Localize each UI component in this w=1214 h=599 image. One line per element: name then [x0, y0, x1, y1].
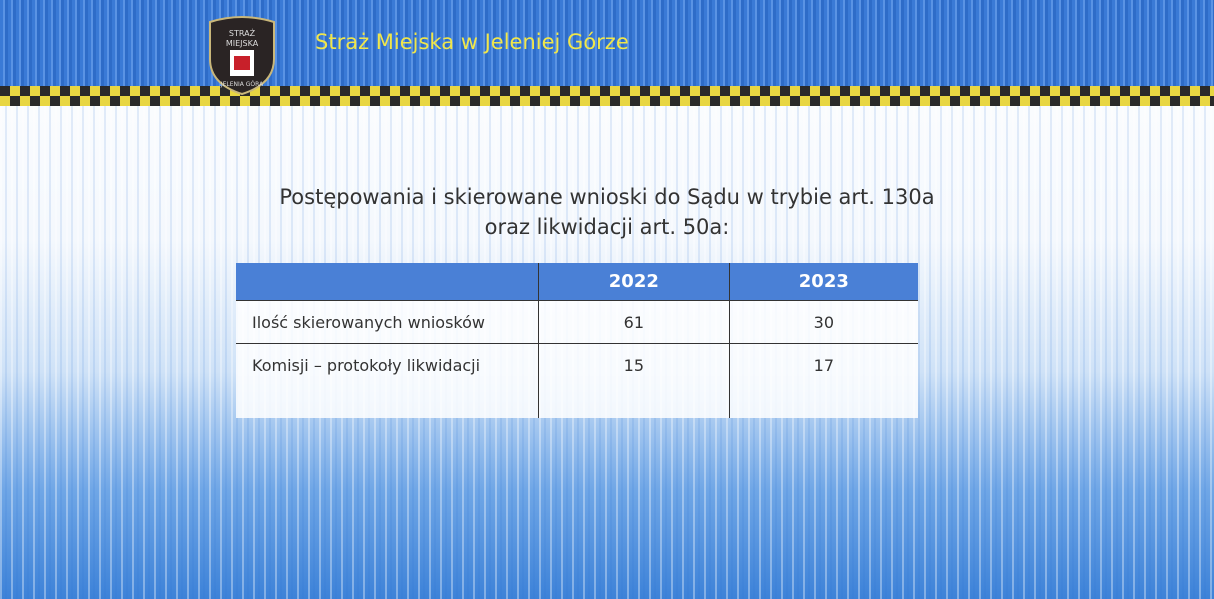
cell: 15 [538, 343, 730, 386]
logo-text: STRAŻ [229, 28, 256, 38]
row [236, 386, 918, 418]
checker-band [0, 86, 1214, 106]
header-row: 2022 2023 [236, 263, 918, 301]
cell [538, 386, 730, 418]
header-title: Straż Miejska w Jeleniej Górze [315, 30, 629, 54]
row: Komisji – protokoły likwidacji 15 17 [236, 343, 918, 386]
cell [236, 386, 539, 418]
cell: 61 [538, 300, 730, 344]
cell: Komisji – protokoły likwidacji [236, 343, 539, 386]
slide-title-line: Postępowania i skierowane wnioski do Sąd… [279, 185, 935, 209]
slide-title: Postępowania i skierowane wnioski do Sąd… [0, 182, 1214, 242]
row: Ilość skierowanych wniosków 61 30 [236, 300, 918, 344]
header-band [0, 0, 1214, 86]
cell: 30 [728, 300, 918, 344]
cell: 17 [728, 343, 918, 386]
header-cell: 2023 [728, 263, 918, 301]
logo: STRAŻ MIEJSKA JELENIA GÓRA [209, 16, 275, 96]
data-table: 2022 2023 Ilość skierowanych wniosków 61… [236, 263, 918, 418]
header-cell: 2022 [538, 263, 730, 301]
cell [728, 386, 918, 418]
logo-text: JELENIA GÓRA [220, 81, 264, 88]
cell: Ilość skierowanych wniosków [236, 300, 539, 344]
slide-title-line: oraz likwidacji art. 50a: [484, 215, 730, 239]
logo-text: MIEJSKA [226, 39, 259, 48]
header-cell [236, 263, 539, 301]
